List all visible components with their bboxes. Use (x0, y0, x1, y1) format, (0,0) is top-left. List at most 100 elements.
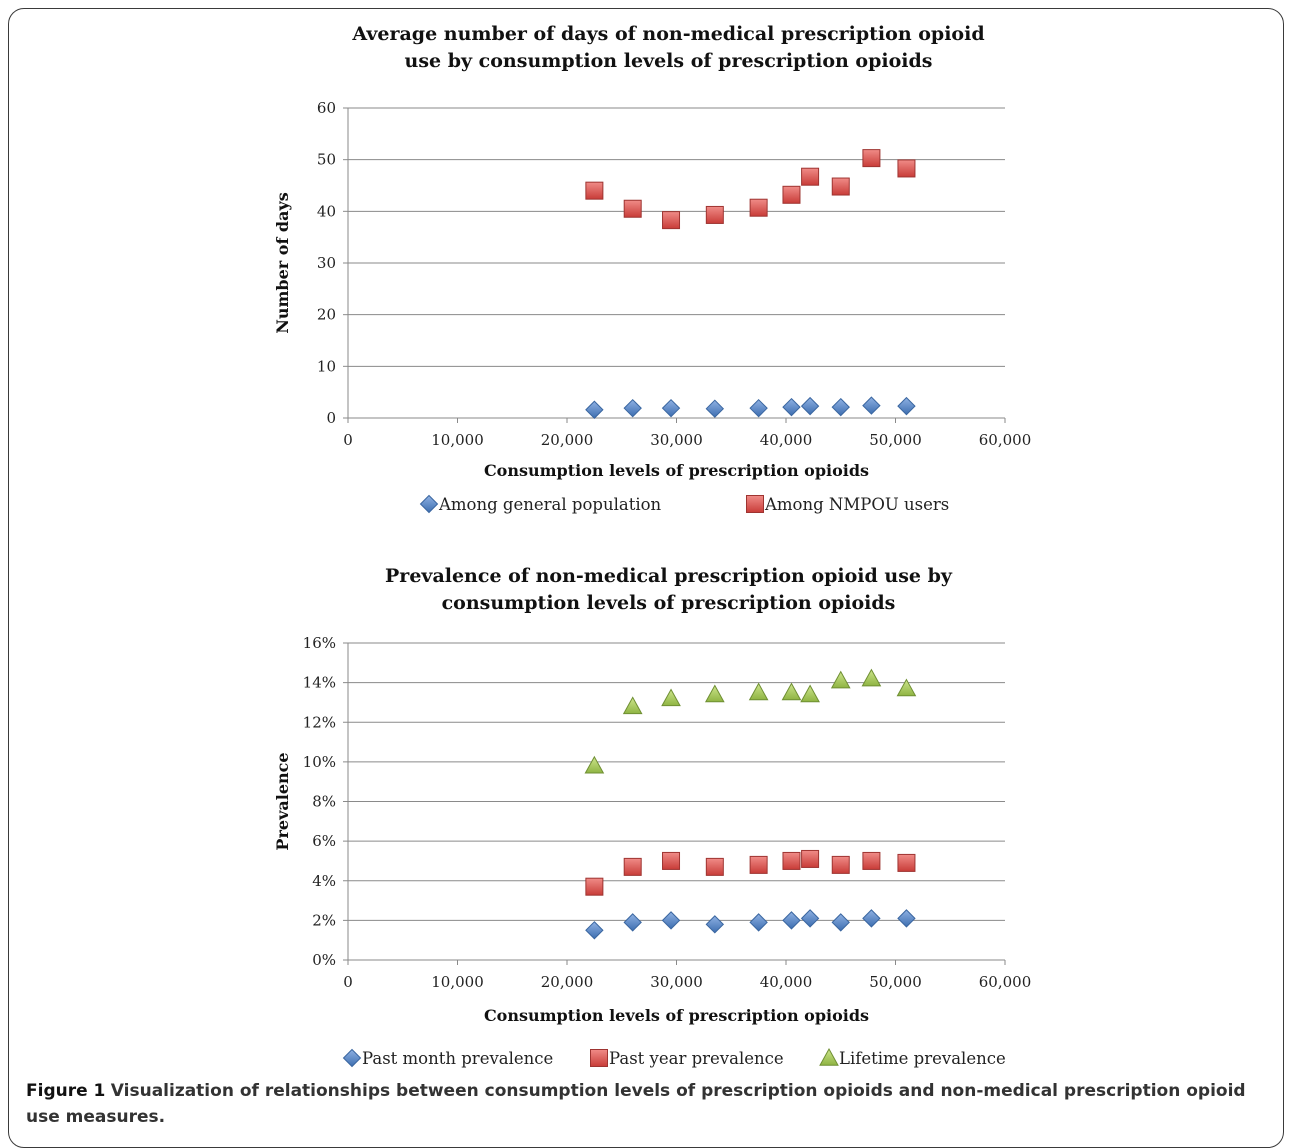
x-tick-label: 40,000 (760, 973, 813, 991)
x-tick-label: 40,000 (760, 431, 813, 449)
data-point (705, 205, 724, 224)
data-point (897, 853, 916, 872)
data-point (584, 755, 605, 774)
x-tick-label: 10,000 (431, 431, 484, 449)
x-tick-label: 20,000 (541, 431, 594, 449)
chart-2: Prevalence of non-medical prescription o… (273, 565, 1031, 1068)
data-point (748, 682, 769, 701)
y-tick-label: 8% (312, 793, 336, 811)
chart-title-line: Prevalence of non-medical prescription o… (385, 565, 953, 587)
legend-label: Past month prevalence (362, 1049, 553, 1068)
data-point (704, 684, 725, 703)
data-point (896, 678, 917, 697)
x-tick-label: 0 (343, 431, 353, 449)
legend-label: Past year prevalence (609, 1049, 784, 1068)
legend-entry: Past month prevalence (342, 1048, 553, 1068)
y-tick-label: 50 (317, 151, 336, 169)
legend-entry: Lifetime prevalence (819, 1047, 1006, 1068)
x-tick-label: 60,000 (979, 431, 1032, 449)
data-point (622, 696, 643, 715)
data-point (662, 211, 681, 230)
series-2 (585, 849, 916, 896)
chart-title-line: Average number of days of non-medical pr… (351, 23, 984, 45)
data-point (862, 851, 881, 870)
y-tick-label: 20 (317, 306, 336, 324)
legend-marker (342, 1048, 362, 1068)
x-tick-label: 30,000 (650, 973, 703, 991)
y-tick-label: 30 (317, 254, 336, 272)
y-tick-label: 4% (312, 872, 336, 890)
x-axis-title: Consumption levels of prescription opioi… (484, 461, 869, 480)
data-point (831, 397, 850, 417)
data-point (782, 911, 801, 930)
data-point (623, 913, 642, 932)
y-tick-label: 14% (303, 674, 336, 692)
figure-caption: Figure 1 Visualization of relationships … (26, 1078, 1266, 1130)
legend-label: Among general population (438, 495, 662, 514)
x-tick-label: 20,000 (541, 973, 594, 991)
x-tick-label: 0 (343, 973, 353, 991)
y-axis-title: Number of days (273, 192, 292, 334)
data-point (831, 177, 850, 196)
data-point (801, 849, 820, 868)
data-point (623, 857, 642, 876)
y-tick-label: 10 (317, 357, 336, 375)
data-point (782, 851, 801, 870)
data-point (661, 911, 681, 930)
y-tick-label: 0% (312, 951, 336, 969)
data-point (749, 198, 768, 217)
series-2 (585, 149, 916, 230)
data-point (897, 909, 916, 928)
y-axis-title: Prevalence (273, 752, 292, 850)
legend-marker (590, 1049, 608, 1067)
data-point (862, 149, 881, 168)
x-axis-title: Consumption levels of prescription opioi… (484, 1006, 869, 1025)
data-point (831, 913, 850, 932)
data-point (800, 684, 820, 703)
data-point (782, 397, 801, 417)
data-point (662, 851, 681, 870)
x-tick-label: 50,000 (869, 973, 922, 991)
data-point (623, 199, 642, 218)
y-tick-label: 60 (317, 99, 336, 117)
legend-entry: Past year prevalence (590, 1049, 784, 1068)
data-point (830, 670, 851, 689)
y-tick-label: 40 (317, 202, 336, 220)
data-point (623, 398, 642, 418)
data-point (862, 396, 881, 415)
data-point (749, 398, 768, 418)
data-point (800, 396, 820, 416)
y-tick-label: 12% (303, 713, 336, 731)
figure-caption-text: Visualization of relationships between c… (26, 1081, 1246, 1127)
data-point (800, 909, 820, 928)
data-point (749, 913, 768, 932)
x-tick-label: 30,000 (650, 431, 703, 449)
series-3 (584, 668, 917, 774)
data-point (862, 909, 881, 928)
y-tick-label: 2% (312, 911, 336, 929)
data-point (781, 682, 802, 701)
legend-marker (819, 1047, 839, 1066)
data-point (705, 915, 725, 934)
data-point (782, 185, 801, 204)
data-point (585, 181, 604, 200)
chart-1: Average number of days of non-medical pr… (273, 23, 1031, 514)
data-point (897, 396, 916, 416)
data-point (705, 857, 724, 876)
data-point (831, 855, 850, 874)
data-point (897, 159, 916, 178)
legend-label: Lifetime prevalence (839, 1049, 1006, 1068)
data-point (801, 167, 820, 186)
data-point (749, 855, 768, 874)
legend-entry: Among general population (419, 494, 662, 514)
series-1 (585, 396, 916, 419)
chart-title-line: consumption levels of prescription opioi… (442, 592, 896, 614)
legend-label: Among NMPOU users (764, 495, 949, 514)
y-tick-label: 10% (303, 753, 336, 771)
y-tick-label: 16% (303, 634, 336, 652)
figure-label: Figure 1 (26, 1081, 106, 1101)
data-point (661, 688, 681, 707)
series-1 (585, 909, 916, 940)
x-tick-label: 50,000 (869, 431, 922, 449)
legend-marker (419, 494, 439, 514)
